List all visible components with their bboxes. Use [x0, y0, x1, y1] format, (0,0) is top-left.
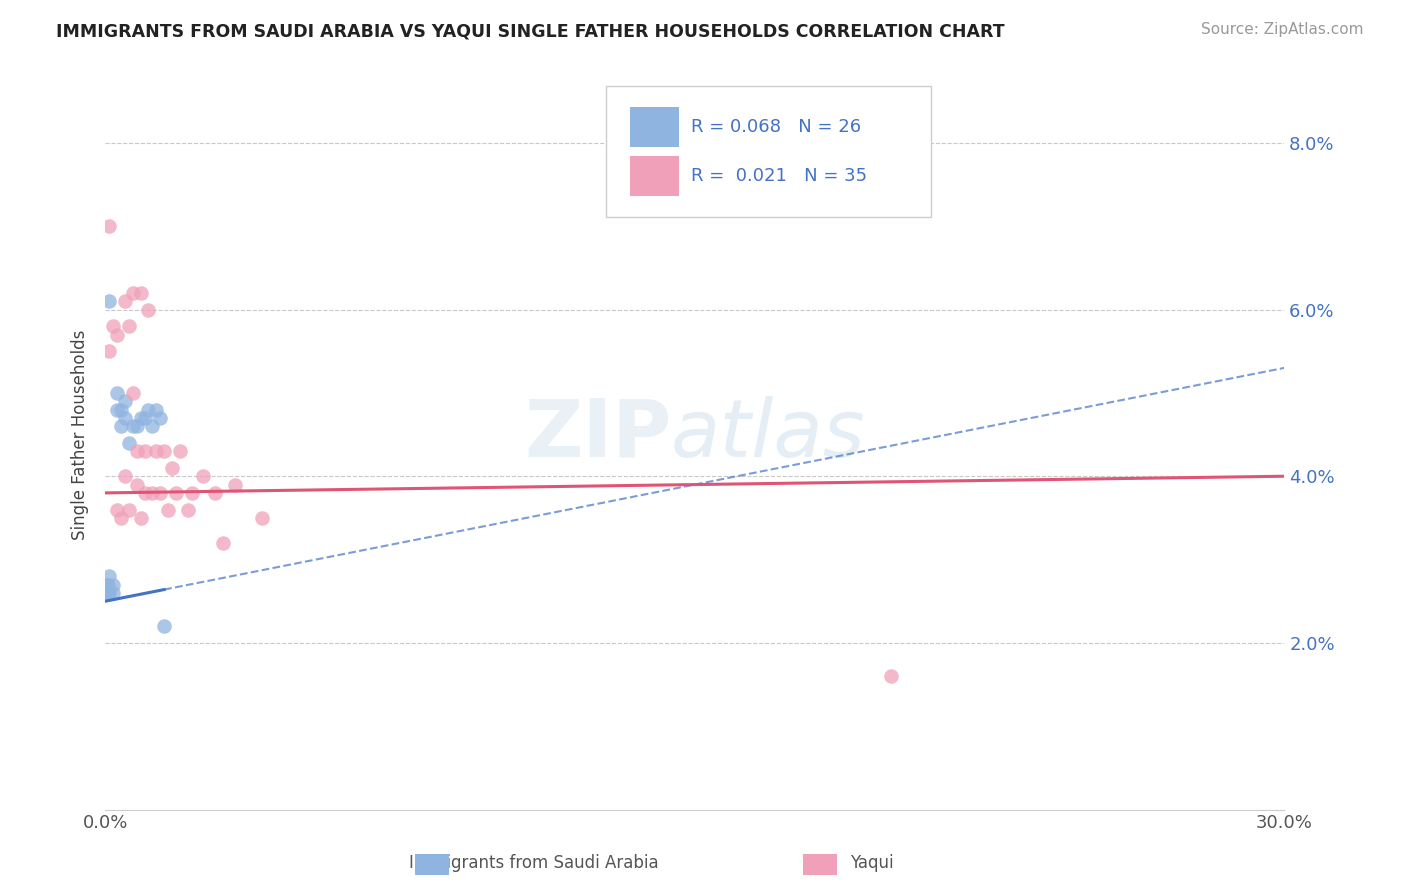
Point: [160, 461, 183, 475]
Point: [97, 586, 120, 600]
Point: [134, 486, 156, 500]
Point: [129, 285, 152, 300]
Point: [105, 402, 128, 417]
Point: [177, 502, 200, 516]
Point: [114, 294, 136, 309]
Point: [118, 502, 141, 516]
Point: [149, 486, 172, 500]
Point: [118, 319, 141, 334]
Point: [153, 619, 176, 633]
Point: [110, 511, 132, 525]
Point: [141, 486, 163, 500]
Point: [252, 511, 274, 525]
Point: [97, 586, 120, 600]
Point: [96, 577, 118, 591]
Point: [114, 411, 136, 425]
Point: [98, 569, 121, 583]
Y-axis label: Single Father Households: Single Father Households: [72, 329, 89, 540]
FancyBboxPatch shape: [630, 155, 679, 196]
Text: R = 0.068   N = 26: R = 0.068 N = 26: [692, 118, 862, 136]
Point: [141, 419, 163, 434]
Point: [138, 302, 160, 317]
Point: [114, 394, 136, 409]
Point: [169, 444, 191, 458]
Point: [149, 411, 172, 425]
Point: [129, 511, 152, 525]
Text: R =  0.021   N = 35: R = 0.021 N = 35: [692, 167, 868, 185]
Point: [98, 344, 121, 359]
Point: [98, 294, 121, 309]
Point: [101, 586, 124, 600]
Point: [105, 327, 128, 342]
Point: [157, 502, 180, 516]
Point: [145, 444, 167, 458]
Point: [101, 319, 124, 334]
Point: [138, 402, 160, 417]
Point: [105, 385, 128, 400]
Point: [180, 486, 202, 500]
Point: [880, 669, 903, 683]
Point: [145, 402, 167, 417]
Point: [101, 577, 124, 591]
Point: [98, 219, 121, 234]
Point: [125, 444, 148, 458]
Point: [105, 502, 128, 516]
Text: Yaqui: Yaqui: [849, 855, 894, 872]
Point: [134, 411, 156, 425]
Point: [125, 419, 148, 434]
Point: [224, 477, 246, 491]
Point: [193, 469, 215, 483]
Point: [125, 477, 148, 491]
Point: [110, 402, 132, 417]
FancyBboxPatch shape: [630, 107, 679, 147]
Point: [96, 586, 118, 600]
FancyBboxPatch shape: [606, 86, 931, 217]
Point: [204, 486, 226, 500]
Point: [212, 536, 235, 550]
Point: [165, 486, 187, 500]
Point: [129, 411, 152, 425]
Text: atlas: atlas: [671, 395, 866, 474]
Point: [153, 444, 176, 458]
Text: Immigrants from Saudi Arabia: Immigrants from Saudi Arabia: [409, 855, 659, 872]
Point: [110, 419, 132, 434]
Point: [97, 577, 120, 591]
Point: [121, 419, 143, 434]
Text: ZIP: ZIP: [524, 395, 671, 474]
Point: [114, 469, 136, 483]
Point: [134, 444, 156, 458]
Text: IMMIGRANTS FROM SAUDI ARABIA VS YAQUI SINGLE FATHER HOUSEHOLDS CORRELATION CHART: IMMIGRANTS FROM SAUDI ARABIA VS YAQUI SI…: [56, 22, 1005, 40]
Text: Source: ZipAtlas.com: Source: ZipAtlas.com: [1201, 22, 1364, 37]
Point: [121, 385, 143, 400]
Point: [121, 285, 143, 300]
Point: [98, 586, 121, 600]
Point: [118, 436, 141, 450]
